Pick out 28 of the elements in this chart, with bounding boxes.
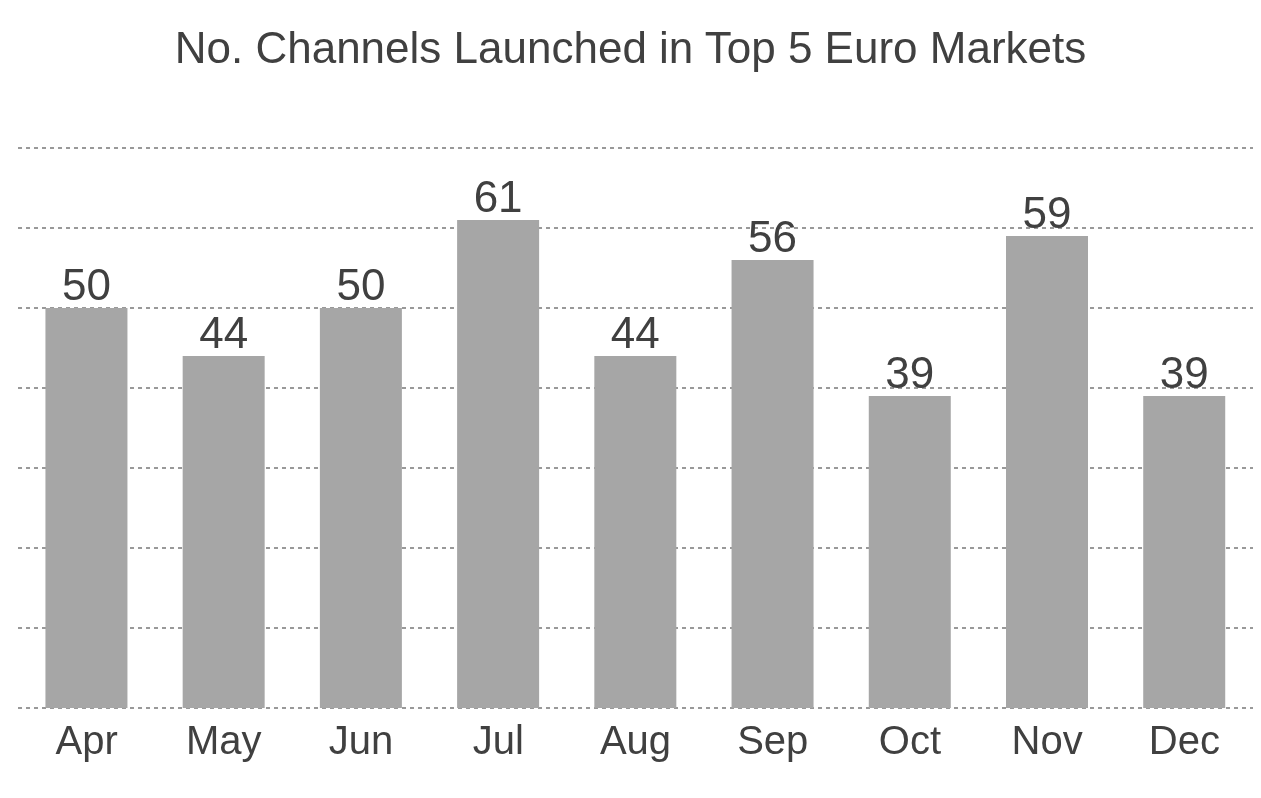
data-label: 61: [473, 172, 523, 221]
bar: [45, 308, 128, 708]
x-tick-label: Jul: [472, 718, 524, 763]
bar: [1143, 396, 1226, 708]
x-tick-label: Dec: [1148, 718, 1220, 763]
data-label: 44: [199, 308, 249, 357]
x-tick-label: Apr: [55, 718, 118, 763]
x-tick-label: Jun: [328, 718, 394, 763]
bar: [457, 220, 540, 708]
x-tick-label: Sep: [737, 718, 809, 763]
bar: [319, 308, 402, 708]
bar: [594, 356, 677, 708]
data-label: 39: [1159, 348, 1209, 397]
data-label: 56: [748, 212, 798, 261]
x-tick-label: May: [186, 718, 262, 763]
data-label: 50: [336, 260, 386, 309]
chart-title: No. Channels Launched in Top 5 Euro Markets: [173, 22, 1088, 74]
x-tick-label: Nov: [1011, 718, 1083, 763]
x-tick-label: Aug: [599, 718, 672, 763]
data-label: 44: [610, 308, 660, 357]
x-tick-label: Oct: [878, 718, 942, 763]
data-label: 50: [61, 260, 111, 309]
data-label: 39: [885, 348, 935, 397]
bar: [182, 356, 265, 708]
bar: [1006, 236, 1088, 708]
bar: [868, 396, 951, 708]
bar: [731, 260, 814, 708]
data-label: 59: [1022, 188, 1072, 237]
